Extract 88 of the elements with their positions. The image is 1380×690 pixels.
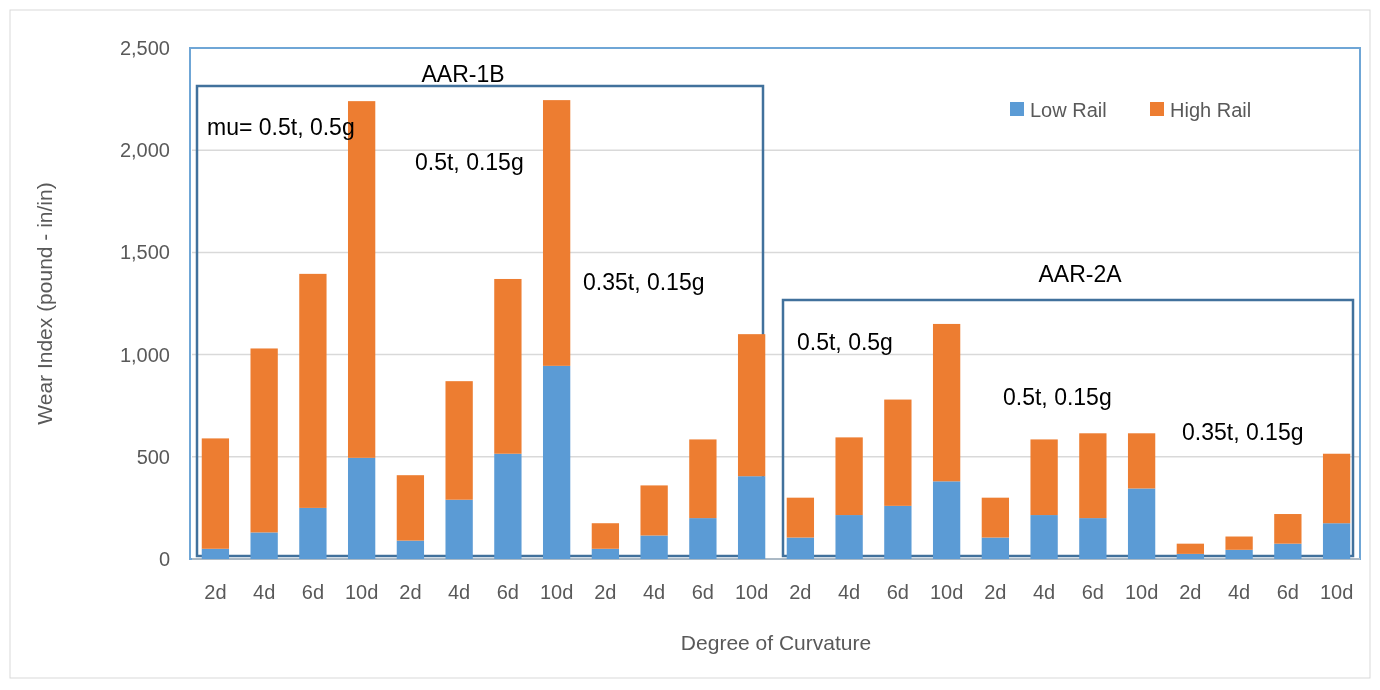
- bar: [494, 278, 522, 454]
- x-tick-label: 10d: [1319, 581, 1354, 603]
- bar: [396, 475, 425, 541]
- bar: [445, 381, 473, 500]
- x-tick-label: 4d: [448, 581, 471, 603]
- y-axis-title: Wear Index (pound - in/in): [33, 182, 56, 425]
- bar: [1127, 488, 1156, 559]
- y-tick-label: 1,000: [119, 343, 170, 366]
- x-tick-label: 6d: [886, 581, 909, 603]
- bar: [299, 273, 327, 508]
- bar: [932, 481, 961, 559]
- bar: [299, 507, 327, 559]
- x-tick-label: 6d: [1081, 581, 1104, 603]
- x-tick-label: 6d: [691, 581, 714, 603]
- annotation: AAR-2A: [1038, 261, 1123, 287]
- x-tick-label: 2d: [399, 581, 422, 603]
- bar: [1274, 514, 1302, 544]
- bar: [542, 100, 571, 366]
- x-tick-label: 2d: [984, 581, 1007, 603]
- x-tick-label: 6d: [301, 581, 325, 603]
- bar: [542, 365, 571, 559]
- bar: [1225, 549, 1253, 559]
- bar: [1176, 543, 1205, 554]
- bar: [737, 334, 766, 477]
- x-tick-label: 2d: [789, 581, 812, 603]
- bar: [981, 497, 1010, 538]
- bar: [201, 438, 230, 549]
- bar: [689, 518, 717, 559]
- annotation: 0.5t, 0.15g: [1003, 384, 1112, 410]
- bar: [250, 532, 278, 559]
- bar: [250, 348, 278, 533]
- legend-label: Low Rail: [1030, 99, 1107, 121]
- x-tick-label: 4d: [643, 581, 666, 603]
- x-tick-label: 6d: [496, 581, 520, 603]
- y-tick-label: 0: [158, 548, 170, 570]
- x-tick-label: 10d: [539, 581, 574, 603]
- bar: [1274, 543, 1302, 559]
- x-tick-label: 6d: [1276, 581, 1299, 603]
- x-tick-label: 4d: [253, 581, 276, 603]
- x-tick-label: 10d: [929, 581, 964, 603]
- bar: [1322, 523, 1351, 559]
- bar: [445, 499, 473, 559]
- annotation: 0.35t, 0.15g: [1182, 419, 1304, 445]
- bar: [1176, 553, 1205, 559]
- x-tick-label: 2d: [204, 581, 227, 603]
- annotation: AAR-1B: [421, 61, 505, 87]
- y-tick-label: 2,500: [119, 37, 170, 59]
- x-tick-label: 10d: [1124, 581, 1159, 603]
- x-tick-label: 2d: [1179, 581, 1202, 603]
- y-tick-label: 500: [136, 445, 170, 468]
- bar: [835, 437, 863, 516]
- annotation: 0.35t, 0.15g: [583, 269, 705, 295]
- x-tick-label: 10d: [734, 581, 769, 603]
- bar: [884, 399, 912, 506]
- bar: [1030, 439, 1058, 516]
- bar: [1030, 515, 1058, 559]
- bar: [786, 537, 815, 559]
- bar: [201, 548, 230, 559]
- bar: [689, 439, 717, 519]
- x-tick-label: 4d: [1227, 581, 1251, 603]
- bar: [981, 537, 1010, 559]
- bar: [1127, 433, 1156, 489]
- bar: [396, 540, 425, 559]
- bar: [786, 497, 815, 538]
- bar: [1079, 433, 1107, 519]
- x-tick-label: 2d: [594, 581, 617, 603]
- bar: [494, 453, 522, 559]
- y-tick-label: 1,500: [119, 241, 170, 264]
- bar: [737, 476, 766, 559]
- bar: [1225, 536, 1253, 550]
- bar: [1322, 453, 1351, 524]
- x-tick-label: 4d: [838, 581, 861, 603]
- bar: [347, 457, 376, 559]
- bar: [640, 535, 668, 559]
- x-axis-title: Degree of Curvature: [680, 631, 872, 654]
- bar: [591, 548, 620, 559]
- bar: [1079, 518, 1107, 559]
- bar: [835, 515, 863, 559]
- bar: [884, 505, 912, 559]
- legend-label: High Rail: [1170, 99, 1252, 121]
- bar: [591, 523, 620, 549]
- x-tick-label: 10d: [344, 581, 379, 603]
- bar: [932, 323, 961, 482]
- annotation: 0.5t, 0.15g: [415, 149, 524, 175]
- x-tick-label: 4d: [1032, 581, 1056, 603]
- y-tick-label: 2,000: [119, 139, 170, 162]
- annotation: 0.5t, 0.5g: [797, 329, 893, 355]
- bar: [640, 485, 668, 536]
